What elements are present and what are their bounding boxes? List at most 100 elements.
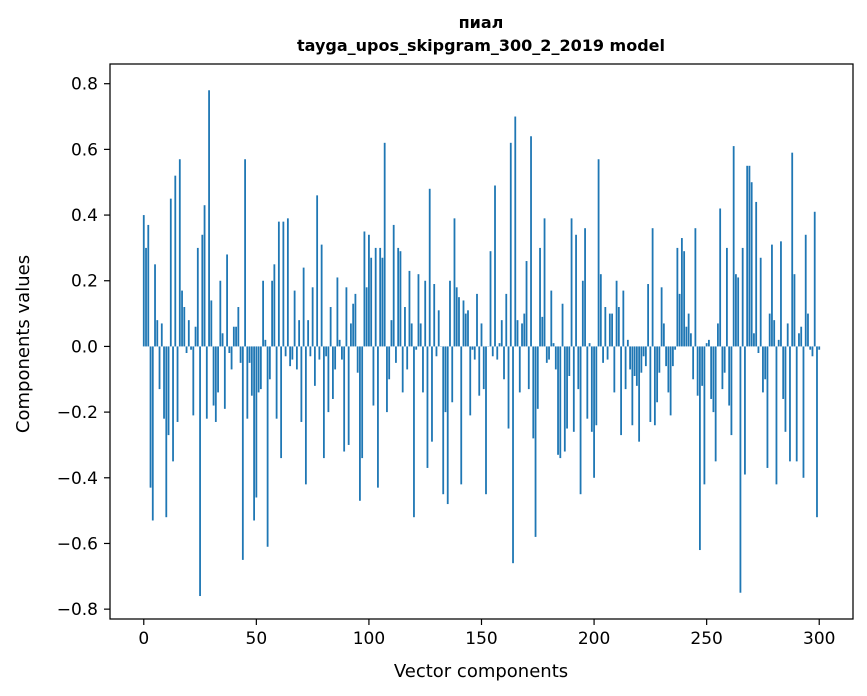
bar-123: [419, 323, 422, 347]
bar-87: [338, 339, 341, 347]
bar-117: [406, 346, 409, 370]
bar-78: [318, 346, 321, 360]
bar-60: [277, 221, 280, 347]
bar-102: [372, 346, 375, 406]
bar-279: [771, 244, 773, 347]
bar-202: [597, 159, 600, 347]
bar-274: [759, 257, 762, 347]
bar-212: [620, 346, 622, 436]
bar-3: [149, 346, 152, 488]
bar-61: [280, 346, 283, 459]
bar-194: [579, 346, 582, 495]
bar-255: [717, 323, 719, 347]
bar-196: [584, 228, 586, 347]
bar-98: [363, 231, 366, 347]
bar-0: [142, 215, 145, 347]
bar-250: [705, 343, 708, 347]
bar-228: [656, 346, 659, 403]
bar-222: [642, 346, 645, 357]
bar-251: [708, 339, 710, 347]
bar-47: [248, 346, 251, 363]
bar-214: [624, 346, 627, 390]
bar-19: [185, 346, 188, 353]
bar-91: [347, 346, 350, 445]
bar-262: [732, 146, 735, 347]
bar-191: [572, 346, 575, 432]
x-axis-ticks: 0 50 100 150 200 250 300: [138, 619, 835, 649]
bar-246: [696, 346, 699, 396]
bar-161: [505, 293, 508, 347]
bar-6: [156, 320, 159, 347]
bar-138: [453, 218, 456, 347]
bar-257: [721, 346, 724, 390]
bar-43: [239, 346, 242, 363]
bar-160: [503, 346, 505, 380]
bar-11: [167, 346, 170, 436]
bar-174: [534, 346, 537, 537]
bar-245: [694, 228, 697, 347]
x-tick-label: 0: [138, 629, 149, 649]
bar-32: [214, 346, 217, 422]
bar-243: [689, 333, 692, 347]
bar-120: [413, 346, 415, 518]
bar-265: [739, 346, 742, 593]
bar-197: [586, 346, 589, 419]
bar-36: [223, 346, 226, 409]
bar-82: [327, 346, 330, 413]
bar-105: [379, 247, 382, 347]
bar-235: [671, 346, 674, 367]
bar-54: [264, 339, 267, 347]
bar-282: [777, 339, 780, 347]
bar-13: [172, 346, 174, 462]
bar-233: [667, 346, 670, 393]
bar-129: [433, 284, 436, 347]
y-tick-label: 0.8: [71, 75, 98, 95]
bar-147: [473, 346, 476, 360]
bar-226: [651, 228, 654, 347]
bar-211: [617, 307, 620, 347]
bar-145: [469, 346, 472, 416]
bar-230: [660, 287, 663, 347]
bar-273: [757, 346, 760, 353]
bar-229: [658, 346, 661, 373]
bar-288: [791, 152, 794, 347]
bar-70: [300, 346, 303, 422]
bar-77: [316, 195, 319, 347]
bar-285: [784, 346, 787, 432]
bar-148: [476, 293, 478, 347]
bar-171: [527, 346, 530, 390]
bar-188: [566, 346, 568, 429]
bar-297: [811, 346, 814, 357]
bar-143: [464, 313, 467, 347]
bar-134: [444, 346, 447, 413]
bar-168: [521, 323, 523, 347]
bar-114: [399, 251, 402, 347]
bar-249: [703, 346, 706, 485]
bar-50: [255, 346, 258, 498]
bar-169: [523, 313, 526, 347]
bar-198: [588, 343, 591, 347]
bar-35: [221, 333, 224, 347]
bar-225: [649, 346, 652, 422]
bar-37: [226, 254, 228, 347]
bar-26: [201, 234, 204, 347]
bar-213: [622, 290, 625, 347]
x-tick-label: 300: [803, 629, 835, 649]
bar-176: [539, 247, 541, 347]
bar-99: [365, 287, 368, 347]
bar-210: [615, 280, 618, 347]
bar-111: [392, 224, 395, 347]
bar-2: [147, 224, 150, 347]
bar-252: [710, 346, 713, 399]
bar-154: [489, 251, 492, 347]
bar-28: [205, 346, 208, 419]
bar-49: [253, 346, 255, 521]
bar-67: [293, 290, 296, 347]
bar-266: [741, 247, 744, 347]
bar-295: [807, 313, 809, 347]
bar-116: [404, 307, 406, 347]
bar-149: [478, 346, 481, 396]
bar-220: [638, 346, 641, 442]
bar-286: [786, 323, 789, 347]
bar-208: [611, 313, 613, 347]
